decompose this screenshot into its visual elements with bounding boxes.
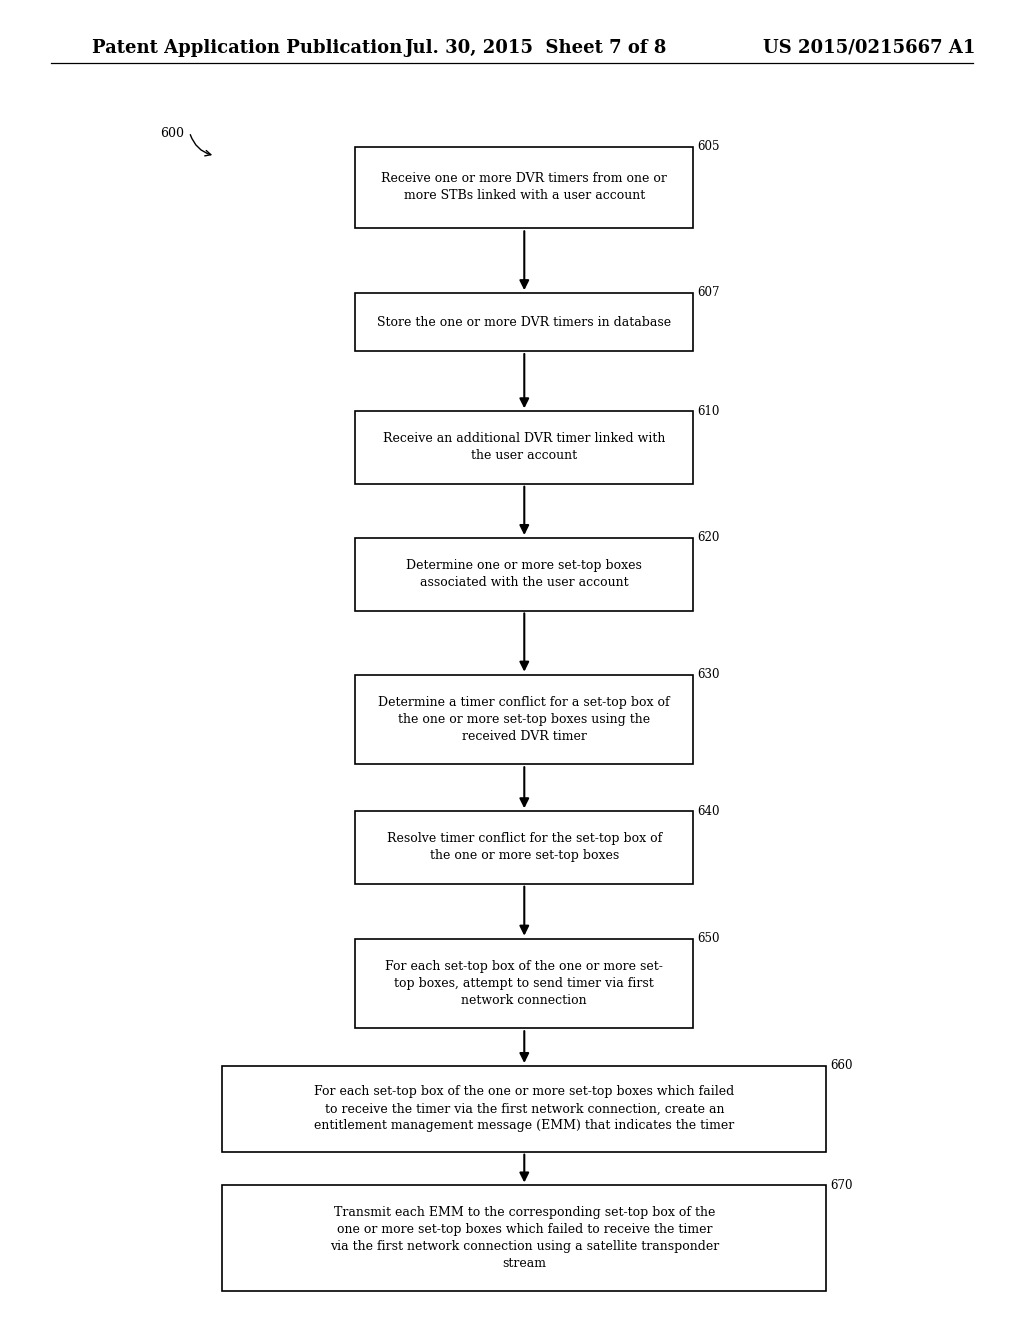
FancyBboxPatch shape [355,539,693,610]
Text: 607: 607 [697,286,720,300]
Text: For each set-top box of the one or more set-top boxes which failed
to receive th: For each set-top box of the one or more … [314,1085,734,1133]
Text: For each set-top box of the one or more set-
top boxes, attempt to send timer vi: For each set-top box of the one or more … [385,960,664,1007]
Text: Receive an additional DVR timer linked with
the user account: Receive an additional DVR timer linked w… [383,433,666,462]
FancyBboxPatch shape [355,810,693,884]
Text: 640: 640 [697,804,720,817]
Text: 605: 605 [697,140,720,153]
Text: 660: 660 [830,1059,853,1072]
Text: 670: 670 [830,1179,853,1192]
Text: US 2015/0215667 A1: US 2015/0215667 A1 [763,38,975,57]
FancyBboxPatch shape [222,1067,826,1151]
Text: Receive one or more DVR timers from one or
more STBs linked with a user account: Receive one or more DVR timers from one … [381,173,668,202]
FancyBboxPatch shape [355,675,693,764]
Text: Resolve timer conflict for the set-top box of
the one or more set-top boxes: Resolve timer conflict for the set-top b… [387,833,662,862]
Text: 650: 650 [697,932,720,945]
Text: 600: 600 [160,127,184,140]
FancyBboxPatch shape [355,147,693,228]
Text: Patent Application Publication: Patent Application Publication [92,38,402,57]
FancyBboxPatch shape [222,1185,826,1291]
Text: Transmit each EMM to the corresponding set-top box of the
one or more set-top bo: Transmit each EMM to the corresponding s… [330,1206,719,1270]
Text: 630: 630 [697,668,720,681]
FancyBboxPatch shape [355,939,693,1028]
Text: 610: 610 [697,404,720,417]
Text: Jul. 30, 2015  Sheet 7 of 8: Jul. 30, 2015 Sheet 7 of 8 [404,38,667,57]
Text: 620: 620 [697,532,720,544]
Text: Determine a timer conflict for a set-top box of
the one or more set-top boxes us: Determine a timer conflict for a set-top… [379,696,670,743]
Text: Determine one or more set-top boxes
associated with the user account: Determine one or more set-top boxes asso… [407,560,642,589]
FancyBboxPatch shape [355,293,693,351]
FancyBboxPatch shape [355,411,693,483]
Text: Store the one or more DVR timers in database: Store the one or more DVR timers in data… [377,315,672,329]
